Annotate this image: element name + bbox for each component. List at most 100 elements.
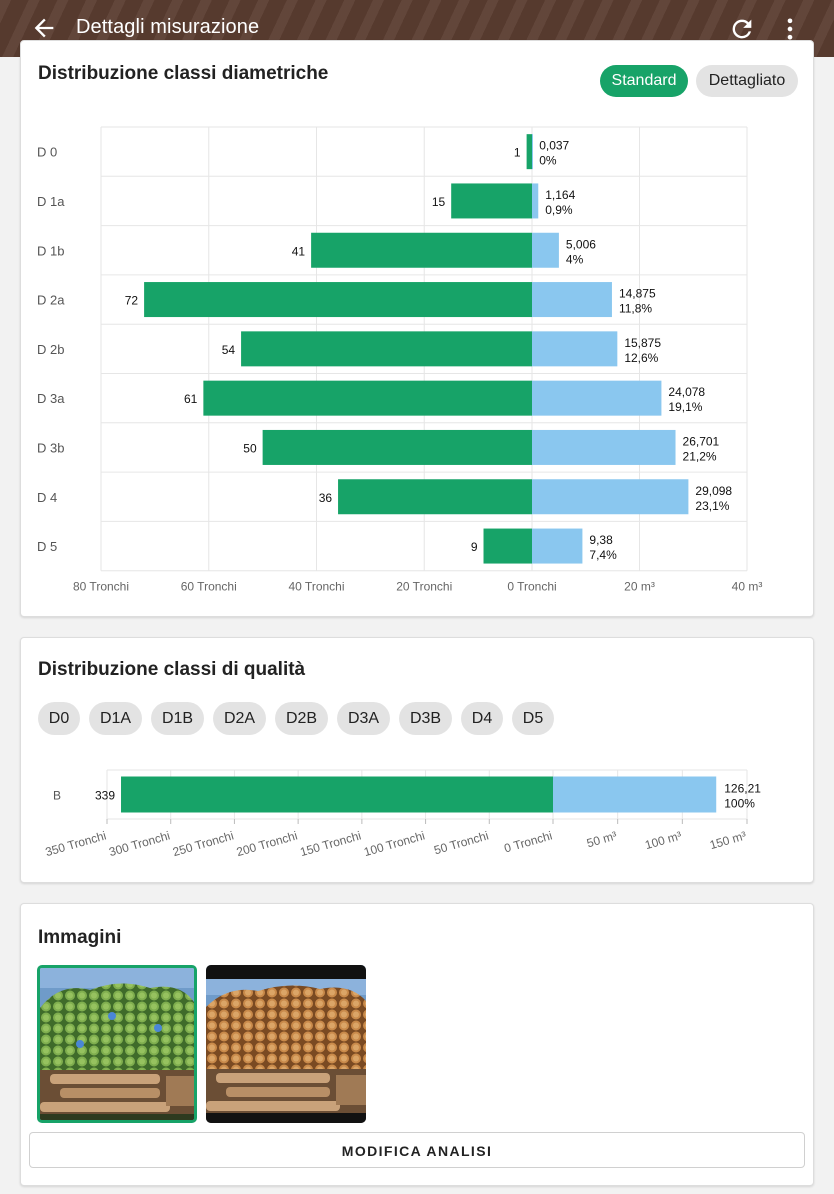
x-tick-label: 0 Tronchi <box>503 828 554 855</box>
x-tick-label: 150 Tronchi <box>299 828 363 859</box>
refresh-icon[interactable] <box>728 15 756 43</box>
x-tick-label: 100 Tronchi <box>362 828 426 859</box>
chip-d3b[interactable]: D3B <box>399 702 452 735</box>
category-label: B <box>53 789 61 803</box>
count-label: 41 <box>292 244 306 258</box>
category-label: D 1a <box>37 194 65 209</box>
chip-d3a[interactable]: D3A <box>337 702 390 735</box>
x-tick-label: 20 m³ <box>624 580 655 594</box>
detailed-toggle[interactable]: Dettagliato <box>696 65 798 97</box>
category-label: D 2a <box>37 293 65 308</box>
chip-d5[interactable]: D5 <box>512 702 554 735</box>
count-label: 50 <box>243 441 257 455</box>
x-tick-label: 50 m³ <box>585 828 618 850</box>
x-tick-label: 80 Tronchi <box>73 580 129 594</box>
chip-d4[interactable]: D4 <box>461 702 503 735</box>
count-label: 9 <box>471 540 478 554</box>
count-label: 15 <box>432 195 446 209</box>
volume-bar <box>532 183 539 219</box>
x-tick-label: 100 m³ <box>643 828 683 852</box>
percent-label: 11,8% <box>619 302 652 316</box>
more-vert-icon[interactable] <box>776 15 804 43</box>
chip-d1b[interactable]: D1B <box>151 702 204 735</box>
count-bar <box>121 776 553 813</box>
x-tick-label: 300 Tronchi <box>107 828 171 859</box>
standard-toggle[interactable]: Standard <box>600 65 688 97</box>
volume-label: 1,164 <box>545 188 575 202</box>
volume-bar <box>532 380 662 416</box>
count-bar <box>311 232 532 268</box>
x-tick-label: 20 Tronchi <box>396 580 452 594</box>
images-card-title: Immagini <box>38 927 122 948</box>
volume-label: 0,037 <box>539 139 569 153</box>
image-thumbnail-original[interactable] <box>206 965 366 1123</box>
volume-label: 9,38 <box>589 533 613 547</box>
volume-bar <box>532 232 559 268</box>
percent-label: 21,2% <box>683 449 717 463</box>
x-tick-label: 0 Tronchi <box>507 580 556 594</box>
category-label: D 0 <box>37 145 57 160</box>
category-label: D 3b <box>37 440 64 455</box>
modify-analysis-button[interactable]: MODIFICA ANALISI <box>29 1132 805 1168</box>
volume-bar <box>532 528 583 564</box>
count-label: 61 <box>184 392 198 406</box>
percent-label: 12,6% <box>624 351 658 365</box>
count-label: 72 <box>125 294 139 308</box>
volume-label: 24,078 <box>668 385 705 399</box>
count-bar <box>526 134 532 170</box>
chip-d2a[interactable]: D2A <box>213 702 266 735</box>
x-tick-label: 40 Tronchi <box>288 580 344 594</box>
count-bar <box>483 528 532 564</box>
count-bar <box>144 282 532 318</box>
quality-card-title: Distribuzione classi di qualità <box>38 659 306 680</box>
percent-label: 7,4% <box>589 548 617 562</box>
x-tick-label: 60 Tronchi <box>181 580 237 594</box>
page-title: Dettagli misurazione <box>76 16 260 38</box>
percent-label: 0% <box>539 154 557 168</box>
volume-bar <box>532 282 612 318</box>
x-tick-label: 250 Tronchi <box>171 828 235 859</box>
x-tick-label: 200 Tronchi <box>235 828 299 859</box>
arrow-back-icon[interactable] <box>30 14 58 42</box>
volume-bar <box>532 429 676 465</box>
x-tick-label: 150 m³ <box>708 828 748 852</box>
volume-bar <box>553 776 717 813</box>
volume-bar <box>532 479 689 515</box>
category-label: D 4 <box>37 490 57 505</box>
x-tick-label: 50 Tronchi <box>432 828 490 857</box>
image-thumbnail-annotated[interactable] <box>37 965 197 1123</box>
category-label: D 5 <box>37 539 57 554</box>
chip-d0[interactable]: D0 <box>38 702 80 735</box>
diameter-card-title: Distribuzione classi diametriche <box>38 63 329 84</box>
percent-label: 19,1% <box>668 400 702 414</box>
percent-label: 100% <box>724 797 755 811</box>
count-bar <box>241 331 532 367</box>
percent-label: 4% <box>566 252 584 266</box>
category-label: D 3a <box>37 391 65 406</box>
count-label: 339 <box>95 789 115 803</box>
quality-distribution-card: Distribuzione classi di qualità D0 D1A D… <box>20 637 814 883</box>
volume-label: 26,701 <box>683 434 720 448</box>
volume-label: 14,875 <box>619 287 656 301</box>
chip-d2b[interactable]: D2B <box>275 702 328 735</box>
count-label: 54 <box>222 343 236 357</box>
count-label: 36 <box>319 491 333 505</box>
x-tick-label: 40 m³ <box>732 580 763 594</box>
diameter-distribution-card: Distribuzione classi diametriche Standar… <box>20 40 814 617</box>
x-tick-label: 350 Tronchi <box>44 828 108 859</box>
volume-label: 15,875 <box>624 336 661 350</box>
count-bar <box>262 429 532 465</box>
percent-label: 0,9% <box>545 203 573 217</box>
log-pile-annotated-image <box>40 968 194 1120</box>
percent-label: 23,1% <box>695 499 729 513</box>
count-bar <box>203 380 533 416</box>
volume-label: 29,098 <box>695 484 732 498</box>
volume-bar <box>532 134 533 170</box>
volume-label: 5,006 <box>566 237 596 251</box>
count-bar <box>451 183 532 219</box>
chip-d1a[interactable]: D1A <box>89 702 142 735</box>
log-pile-original-image <box>206 965 366 1123</box>
images-card: Immagini <box>20 903 814 1186</box>
